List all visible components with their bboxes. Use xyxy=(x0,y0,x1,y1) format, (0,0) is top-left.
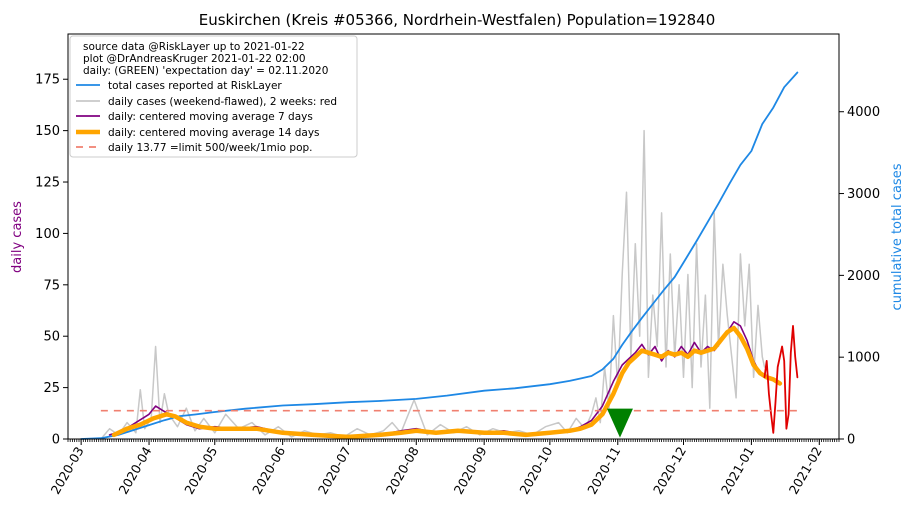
legend: source data @RiskLayer up to 2021-01-22 … xyxy=(69,35,358,158)
series-line-2 xyxy=(108,320,772,438)
y-right-tick-label: 4000 xyxy=(847,105,880,120)
y-axis-right-label: cumulative total cases xyxy=(890,163,905,310)
legend-entry-label: total cases reported at RiskLayer xyxy=(108,80,282,92)
series-line-0 xyxy=(80,71,799,440)
x-tick-label: 2020-05 xyxy=(181,444,220,497)
legend-info-line: daily: (GREEN) 'expectation day' = 02.11… xyxy=(83,65,328,77)
y-left-tick-label: 75 xyxy=(43,278,60,293)
x-tick-label: 2021-01 xyxy=(718,444,757,497)
expectation-day-marker xyxy=(606,408,633,438)
legend-entry-label: daily: centered moving average 7 days xyxy=(108,111,313,123)
y-axis-left-label: daily cases xyxy=(10,201,25,273)
y-left-tick-label: 25 xyxy=(43,381,60,396)
x-tick-label: 2020-04 xyxy=(116,444,155,497)
x-tick-label: 2020-03 xyxy=(48,444,87,497)
legend-entry-label: daily: centered moving average 14 days xyxy=(108,127,320,139)
series-line-1 xyxy=(100,129,766,440)
y-left-tick-label: 125 xyxy=(35,176,60,191)
legend-entry-label: daily 13.77 =limit 500/week/1mio pop. xyxy=(108,142,313,154)
legend-box xyxy=(69,35,358,158)
y-right-tick-label: 0 xyxy=(847,433,855,448)
y-left-tick-label: 175 xyxy=(35,73,60,88)
x-tick-label: 2020-11 xyxy=(584,444,623,497)
x-tick-label: 2020-08 xyxy=(383,444,422,497)
series-line-3 xyxy=(111,325,783,440)
y-left-tick-label: 100 xyxy=(35,227,60,242)
legend-info-line: source data @RiskLayer up to 2021-01-22 xyxy=(83,41,305,53)
legend-entry-label: daily cases (weekend-flawed), 2 weeks: r… xyxy=(108,96,337,108)
y-left-tick-label: 50 xyxy=(43,330,60,345)
y-right-tick-label: 1000 xyxy=(847,351,880,366)
y-left-tick-label: 0 xyxy=(52,433,60,448)
series-line-4 xyxy=(763,324,799,434)
y-right-tick-label: 2000 xyxy=(847,269,880,284)
x-tick-label: 2020-12 xyxy=(650,444,689,497)
x-tick-label: 2021-02 xyxy=(786,444,825,497)
x-tick-label: 2020-09 xyxy=(451,444,490,497)
legend-info-line: plot @DrAndreasKruger 2021-01-22 02:00 xyxy=(83,53,306,65)
chart-title: Euskirchen (Kreis #05366, Nordrhein-West… xyxy=(199,11,716,29)
x-tick-label: 2020-06 xyxy=(249,444,288,497)
x-tick-label: 2020-10 xyxy=(516,444,555,497)
x-tick-label: 2020-07 xyxy=(315,444,354,497)
y-right-tick-label: 3000 xyxy=(847,187,880,202)
y-left-tick-label: 150 xyxy=(35,124,60,139)
